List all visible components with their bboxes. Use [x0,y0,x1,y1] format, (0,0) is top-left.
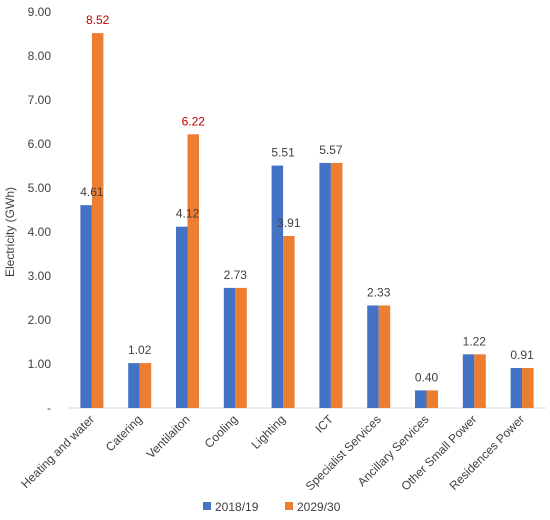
y-tick-label: 7.00 [28,93,52,107]
data-label-2029-30: 8.52 [86,13,110,27]
data-label-2018-19: 2.33 [367,285,391,299]
data-label-2029-30: 3.91 [277,216,301,230]
data-label-2018-19: 1.22 [463,334,487,348]
y-tick-label: 9.00 [28,5,52,19]
y-axis-title: Electricity (GWh) [3,187,17,277]
category-label: Catering [103,412,145,454]
data-label-2018-19: 2.73 [224,268,248,282]
bar-2018-19 [319,162,331,408]
legend-swatch [203,502,211,510]
data-label-2018-19: 5.57 [319,143,343,157]
y-tick-label: 2.00 [28,313,52,327]
bar-2029-30 [91,33,104,409]
category-label: Ventilaiton [144,412,193,461]
bar-2029-30 [330,162,343,408]
y-tick-label: 3.00 [28,269,52,283]
bar-2018-19 [80,205,92,408]
bar-2029-30 [474,354,486,408]
bar-2018-19 [415,390,427,408]
bar-2018-19 [223,287,236,408]
bar-2029-30 [522,367,534,408]
y-tick-label: 8.00 [28,49,52,63]
bar-2029-30 [235,287,247,408]
legend: 2018/19 2029/30 [203,500,341,514]
y-tick-label: 6.00 [28,137,52,151]
legend-item-2018-19: 2018/19 [215,500,259,514]
bar-2018-19 [367,305,379,408]
data-label-2018-19: 1.02 [128,343,152,357]
data-label-2018-19: 4.61 [80,185,104,199]
data-label-2018-19: 5.51 [271,146,295,160]
bar-2018-19 [271,165,284,408]
legend-item-2029-30: 2029/30 [297,500,341,514]
bar-2029-30 [139,363,152,408]
bar-2018-19 [462,354,475,408]
bars [80,33,534,409]
legend-swatch [285,502,293,510]
bar-2029-30 [283,235,295,408]
y-tick-label: 4.00 [28,225,52,239]
category-label: Heating and water [18,412,97,491]
data-label-2018-19: 4.12 [176,207,200,221]
bar-2029-30 [378,305,391,408]
bar-2018-19 [128,363,140,408]
bar-2018-19 [510,367,523,408]
bar-2029-30 [426,390,438,408]
y-tick-label: 1.00 [28,357,52,371]
y-axis-ticks: - 1.00 2.00 3.00 4.00 5.00 6.00 7.00 8.00 9.00 [28,5,52,415]
category-label: ICT [312,412,336,436]
data-label-2018-19: 0.91 [510,348,534,362]
bar-2018-19 [176,226,188,408]
y-tick-label: 5.00 [28,181,52,195]
y-tick-label: - [47,401,51,415]
data-labels: 4.61 8.52 1.02 4.12 6.22 2.73 5.51 3.91 5.57 2.33… [80,13,534,384]
category-label: Lighting [249,412,289,452]
data-label-2018-19: 0.40 [415,370,439,384]
data-label-2029-30: 6.22 [182,114,206,128]
category-label: Cooling [202,412,241,451]
bar-2029-30 [187,134,199,408]
